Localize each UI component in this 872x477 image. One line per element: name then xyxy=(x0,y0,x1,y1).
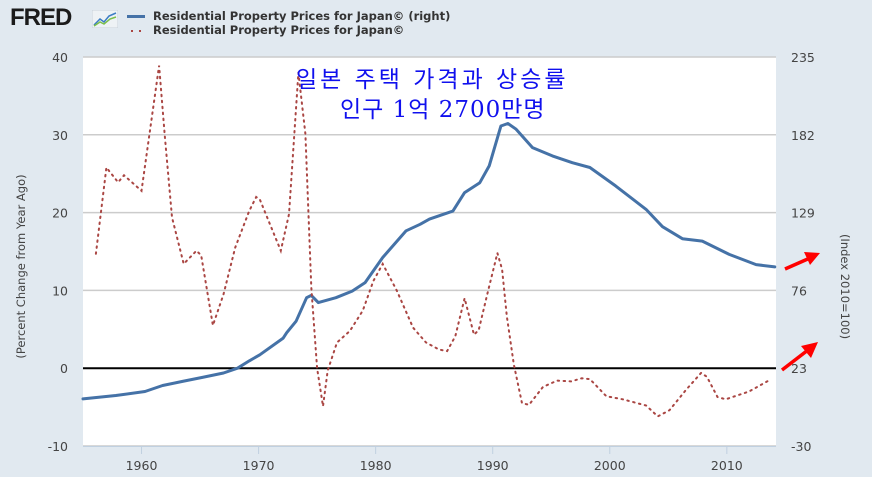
y-right-tick-label: -30 xyxy=(791,439,811,454)
x-tick-label: 1970 xyxy=(243,458,275,473)
legend-swatch-solid xyxy=(125,9,147,23)
y-axis-right: 235 182 129 76 23 -30 xyxy=(791,50,815,454)
series-index-path xyxy=(81,122,777,401)
y-right-tick-label: 23 xyxy=(791,361,807,376)
y-right-tick-label: 235 xyxy=(791,50,815,65)
series-pct-path xyxy=(94,65,773,418)
y-left-tick-label: 10 xyxy=(52,283,68,298)
legend-label: Residential Property Prices for Japan© xyxy=(153,23,405,37)
legend-label: Residential Property Prices for Japan© (… xyxy=(153,9,451,23)
y-left-tick-label: 0 xyxy=(60,361,68,376)
y-axis-left-title: (Percent Change from Year Ago) xyxy=(14,174,28,358)
chart-legend: Residential Property Prices for Japan© (… xyxy=(125,9,450,37)
legend-item-index[interactable]: Residential Property Prices for Japan© (… xyxy=(125,9,450,23)
x-tick-label: 2010 xyxy=(711,458,743,473)
y-left-tick-label: -10 xyxy=(48,439,68,454)
y-right-tick-label: 76 xyxy=(791,283,807,298)
line-chart-icon xyxy=(92,10,118,28)
fred-logo: FRED xyxy=(10,4,72,31)
plot-background xyxy=(83,57,776,446)
y-left-tick-label: 30 xyxy=(52,128,68,143)
series-pct-line xyxy=(94,65,773,418)
y-left-tick-label: 40 xyxy=(52,50,68,65)
y-axis-right-title: (Index 2010=100) xyxy=(838,234,852,339)
y-left-tick-label: 20 xyxy=(52,206,68,221)
x-tick-label: 1980 xyxy=(360,458,392,473)
annotation-subtitle: 인구 1억 2700만명 xyxy=(340,97,546,123)
x-tick-label: 1960 xyxy=(126,458,158,473)
legend-item-pct[interactable]: Residential Property Prices for Japan© xyxy=(125,23,450,37)
series-index-line xyxy=(81,122,777,401)
y-right-tick-label: 182 xyxy=(791,128,815,143)
x-tick-label: 1990 xyxy=(477,458,509,473)
y-right-tick-label: 129 xyxy=(791,206,815,221)
legend-swatch-dotted xyxy=(125,23,147,37)
x-axis: 1960 1970 1980 1990 2000 2010 xyxy=(83,446,776,473)
annotation-title: 일본 주택 가격과 상승률 xyxy=(296,67,569,93)
red-arrow-icon xyxy=(784,252,820,271)
x-tick-label: 2000 xyxy=(594,458,626,473)
y-axis-left: 40 30 20 10 0 -10 xyxy=(48,50,68,454)
red-arrow-icon xyxy=(780,342,818,372)
